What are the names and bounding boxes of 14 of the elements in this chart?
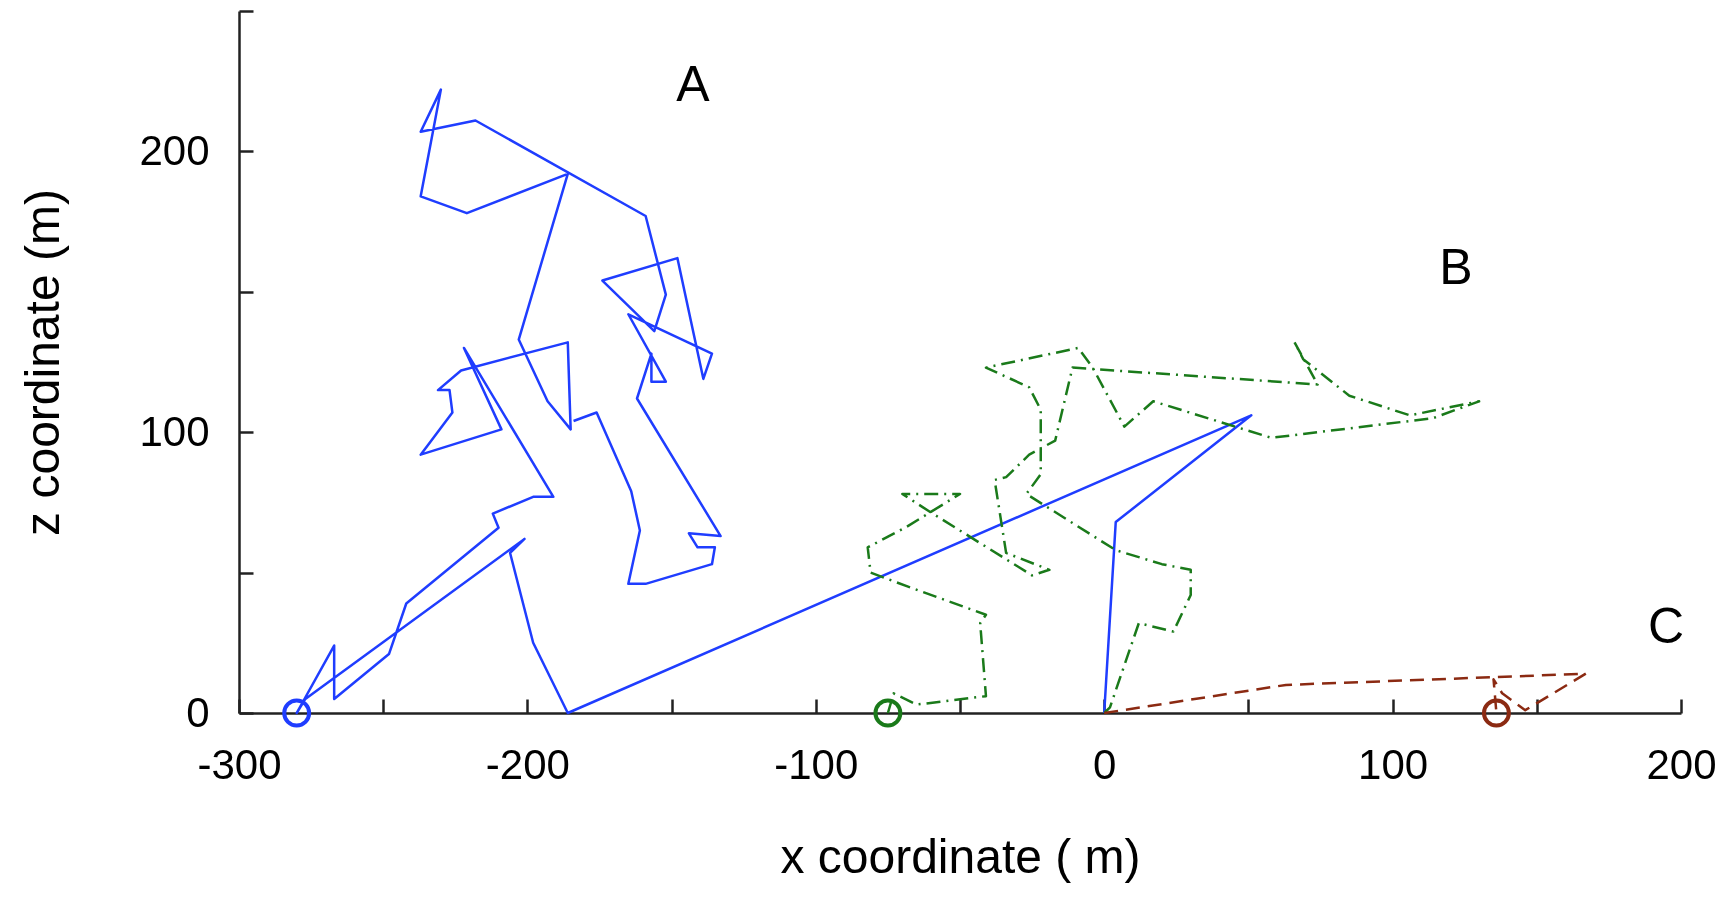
y-tick-label: 100 <box>139 407 210 455</box>
series-label: C <box>1647 598 1685 654</box>
x-tick-label: 200 <box>1646 740 1717 788</box>
text: A <box>676 56 711 112</box>
x-tick-label: -200 <box>485 740 570 788</box>
text: B <box>1439 239 1473 295</box>
y-axis-title: z coordinate (m) <box>16 189 70 536</box>
x-tick-label: 100 <box>1358 740 1429 788</box>
x-tick-label: 0 <box>1093 740 1117 788</box>
x-tick-label: -300 <box>197 740 282 788</box>
y-tick-label: 200 <box>139 126 210 174</box>
x-tick-label: -100 <box>774 740 859 788</box>
x-axis-title: x coordinate ( m) <box>780 829 1141 883</box>
y-tick-label: 0 <box>186 688 210 736</box>
